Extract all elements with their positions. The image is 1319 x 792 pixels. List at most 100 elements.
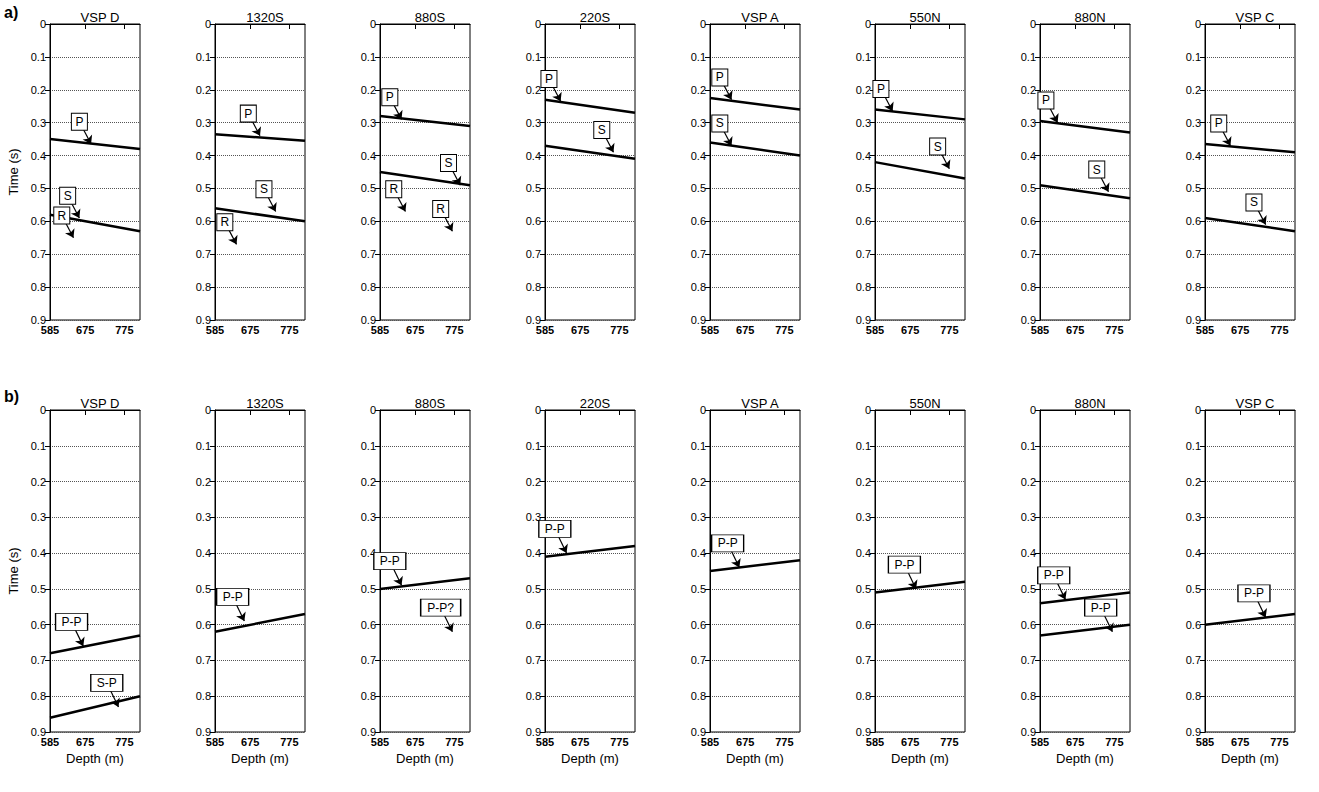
svg-text:0.7: 0.7 [691,248,706,260]
svg-text:0.6: 0.6 [1186,619,1201,631]
svg-text:775: 775 [1270,736,1288,748]
svg-text:0.8: 0.8 [856,690,871,702]
svg-text:0.8: 0.8 [31,281,46,293]
svg-text:0.1: 0.1 [1021,440,1036,452]
svg-text:0.5: 0.5 [1021,583,1036,595]
svg-text:775: 775 [775,736,793,748]
svg-text:Time (s): Time (s) [6,148,21,195]
svg-text:0.1: 0.1 [526,51,541,63]
svg-text:S: S [260,182,268,196]
svg-text:775: 775 [940,736,958,748]
svg-text:0: 0 [1030,404,1036,416]
svg-text:0.3: 0.3 [196,117,211,129]
svg-text:585: 585 [206,324,224,336]
svg-text:0.3: 0.3 [691,511,706,523]
svg-text:P: P [75,115,83,129]
svg-text:VSP C: VSP C [1236,396,1275,411]
svg-text:Depth (m): Depth (m) [561,751,619,766]
svg-text:0.5: 0.5 [1021,182,1036,194]
svg-text:675: 675 [571,736,589,748]
svg-text:675: 675 [1066,324,1084,336]
svg-text:0.2: 0.2 [526,84,541,96]
svg-text:0.6: 0.6 [361,215,376,227]
svg-text:0.3: 0.3 [196,511,211,523]
svg-text:0.1: 0.1 [196,51,211,63]
svg-text:0.1: 0.1 [691,440,706,452]
svg-text:P: P [877,82,885,96]
svg-text:585: 585 [866,324,884,336]
svg-text:0.6: 0.6 [196,619,211,631]
svg-text:775: 775 [445,324,463,336]
svg-text:775: 775 [1270,324,1288,336]
svg-text:0.2: 0.2 [31,476,46,488]
svg-text:b): b) [4,388,19,405]
svg-text:775: 775 [280,736,298,748]
svg-text:0.2: 0.2 [691,476,706,488]
svg-text:P-P: P-P [223,590,243,604]
svg-text:775: 775 [940,324,958,336]
svg-text:S: S [1093,163,1101,177]
svg-text:775: 775 [1105,736,1123,748]
svg-text:P-P: P-P [1044,568,1064,582]
svg-text:0: 0 [370,18,376,30]
svg-text:Depth (m): Depth (m) [1221,751,1279,766]
svg-text:675: 675 [241,736,259,748]
svg-text:0.7: 0.7 [856,248,871,260]
svg-text:0.3: 0.3 [526,117,541,129]
svg-text:585: 585 [371,736,389,748]
svg-text:a): a) [4,4,18,21]
svg-text:0.8: 0.8 [691,281,706,293]
svg-text:675: 675 [406,324,424,336]
svg-text:0.7: 0.7 [856,654,871,666]
svg-text:0.5: 0.5 [31,182,46,194]
svg-text:0.3: 0.3 [31,117,46,129]
svg-text:P-P: P-P [545,522,565,536]
svg-text:S: S [1250,195,1258,209]
svg-text:0.6: 0.6 [31,619,46,631]
svg-text:0.4: 0.4 [856,547,871,559]
svg-text:585: 585 [1031,736,1049,748]
svg-text:0: 0 [700,404,706,416]
svg-text:0: 0 [865,18,871,30]
svg-text:585: 585 [1031,324,1049,336]
svg-text:0.5: 0.5 [196,182,211,194]
svg-text:0.5: 0.5 [361,583,376,595]
svg-text:0.7: 0.7 [691,654,706,666]
svg-text:0.2: 0.2 [1021,84,1036,96]
svg-text:775: 775 [1105,324,1123,336]
svg-text:0.3: 0.3 [1186,117,1201,129]
svg-text:P-P: P-P [62,615,82,629]
svg-text:0.7: 0.7 [361,248,376,260]
svg-text:0: 0 [1030,18,1036,30]
svg-text:0.5: 0.5 [691,583,706,595]
svg-text:0.8: 0.8 [856,281,871,293]
svg-text:VSP D: VSP D [81,396,120,411]
svg-text:0.3: 0.3 [691,117,706,129]
svg-text:0.7: 0.7 [1021,248,1036,260]
svg-text:0.8: 0.8 [526,690,541,702]
svg-text:0.1: 0.1 [1021,51,1036,63]
svg-text:P-P: P-P [718,536,738,550]
svg-text:R: R [57,209,66,223]
svg-text:775: 775 [445,736,463,748]
svg-text:0.4: 0.4 [1186,150,1201,162]
svg-text:0.1: 0.1 [361,440,376,452]
svg-text:0.7: 0.7 [361,654,376,666]
svg-text:S: S [445,156,453,170]
svg-text:R: R [436,202,445,216]
svg-text:880N: 880N [1074,10,1105,25]
svg-text:0.7: 0.7 [526,248,541,260]
svg-text:0.2: 0.2 [1186,476,1201,488]
svg-text:880S: 880S [415,10,446,25]
svg-text:0.3: 0.3 [361,511,376,523]
svg-text:0.8: 0.8 [361,690,376,702]
svg-text:0.6: 0.6 [856,619,871,631]
svg-text:0: 0 [865,404,871,416]
svg-text:0.3: 0.3 [1021,511,1036,523]
svg-text:0.4: 0.4 [526,150,541,162]
svg-text:585: 585 [41,736,59,748]
svg-text:0.3: 0.3 [1186,511,1201,523]
svg-text:0.5: 0.5 [31,583,46,595]
svg-text:675: 675 [1231,324,1249,336]
svg-text:P-P?: P-P? [427,601,454,615]
